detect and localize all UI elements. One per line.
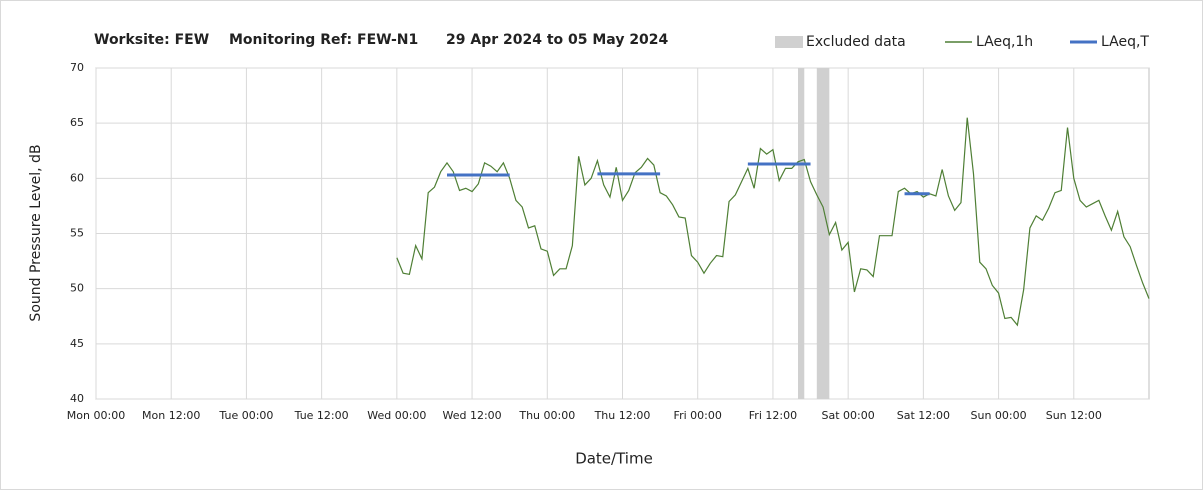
y-tick-label: 65 [70, 116, 84, 129]
x-tick-label: Tue 00:00 [218, 409, 273, 422]
excluded-band [798, 68, 805, 399]
x-tick-label: Fri 00:00 [674, 409, 722, 422]
x-tick-label: Thu 12:00 [594, 409, 651, 422]
excluded-band [816, 68, 830, 399]
x-tick-label: Sat 12:00 [897, 409, 950, 422]
y-tick-label: 70 [70, 61, 84, 74]
x-tick-label: Wed 00:00 [367, 409, 426, 422]
x-tick-label: Fri 12:00 [749, 409, 797, 422]
x-tick-label: Tue 12:00 [294, 409, 349, 422]
legend-swatch [775, 36, 803, 48]
legend-label: LAeq,1h [976, 34, 1033, 50]
legend-label: LAeq,T [1101, 34, 1149, 50]
x-axis-label: Date/Time [575, 450, 653, 468]
legend-label: Excluded data [806, 34, 906, 50]
title-dates: 29 Apr 2024 to 05 May 2024 [446, 32, 669, 48]
y-tick-label: 60 [70, 171, 84, 184]
x-tick-label: Mon 00:00 [67, 409, 125, 422]
x-tick-label: Wed 12:00 [442, 409, 501, 422]
y-tick-label: 40 [70, 392, 84, 405]
x-tick-label: Sat 00:00 [822, 409, 875, 422]
title-worksite: Worksite: FEW [94, 32, 209, 48]
line-series [396, 117, 1150, 327]
y-axis-label: Sound Pressure Level, dB [28, 144, 44, 321]
y-tick-label: 45 [70, 337, 84, 350]
x-tick-label: Thu 00:00 [518, 409, 575, 422]
x-tick-label: Sun 12:00 [1046, 409, 1102, 422]
title-ref: Monitoring Ref: FEW-N1 [229, 32, 418, 48]
y-tick-label: 55 [70, 227, 84, 240]
x-tick-label: Sun 00:00 [971, 409, 1027, 422]
x-tick-label: Mon 12:00 [142, 409, 200, 422]
y-tick-label: 50 [70, 282, 84, 295]
